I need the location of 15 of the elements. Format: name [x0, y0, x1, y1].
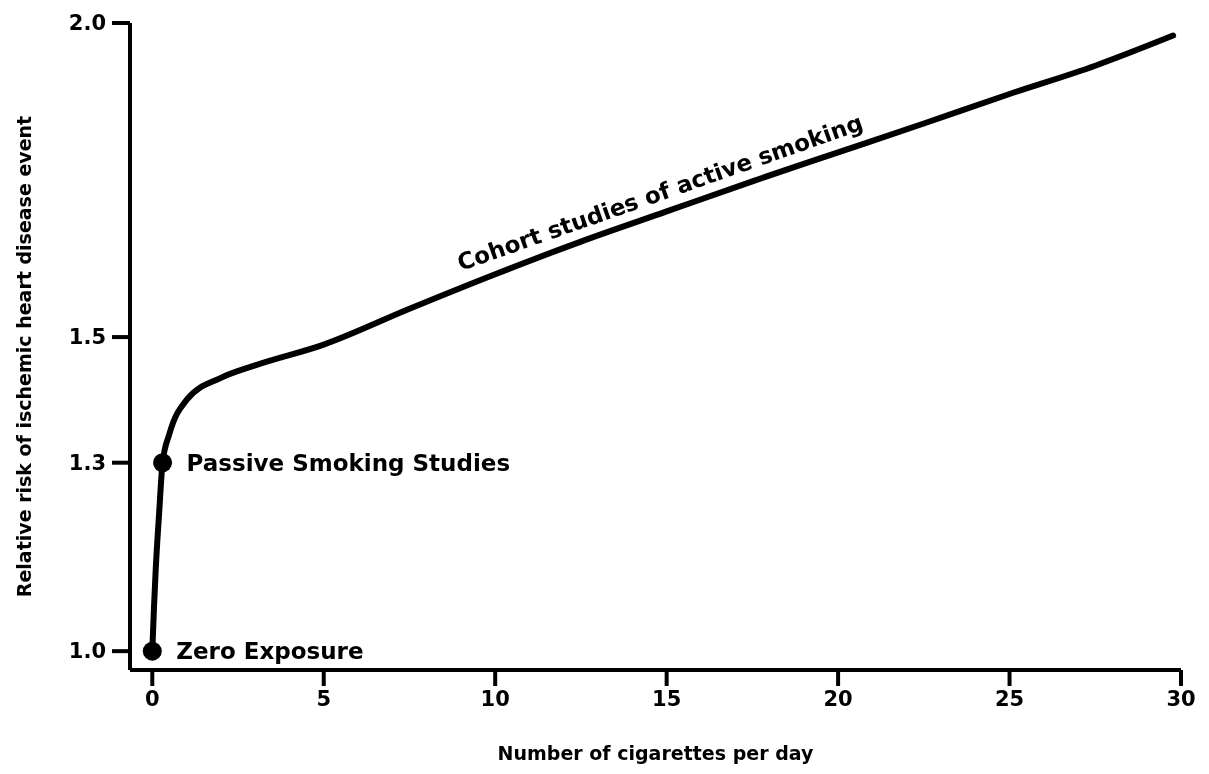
x-tick-label: 0	[144, 687, 160, 711]
x-tick-label: 25	[994, 687, 1025, 711]
x-tick-label: 15	[652, 687, 682, 711]
annotation: Passive Smoking Studies	[186, 449, 511, 476]
y-tick-label: 1.5	[68, 325, 106, 350]
y-tick-label: 2.0	[68, 11, 106, 35]
x-tick-label: 30	[1166, 687, 1196, 711]
x-tick-label: 5	[316, 687, 332, 711]
x-tick-label: 20	[823, 687, 853, 711]
y-tick-label: 1.0	[68, 639, 106, 664]
x-tick-label: 10	[480, 687, 510, 711]
annotation: Zero Exposure	[176, 638, 364, 665]
y-tick-label: 1.3	[68, 450, 106, 475]
y-axis-title: Relative risk of ischemic heart disease event	[13, 115, 35, 598]
x-axis-title: Number of cigarettes per day	[497, 742, 814, 764]
